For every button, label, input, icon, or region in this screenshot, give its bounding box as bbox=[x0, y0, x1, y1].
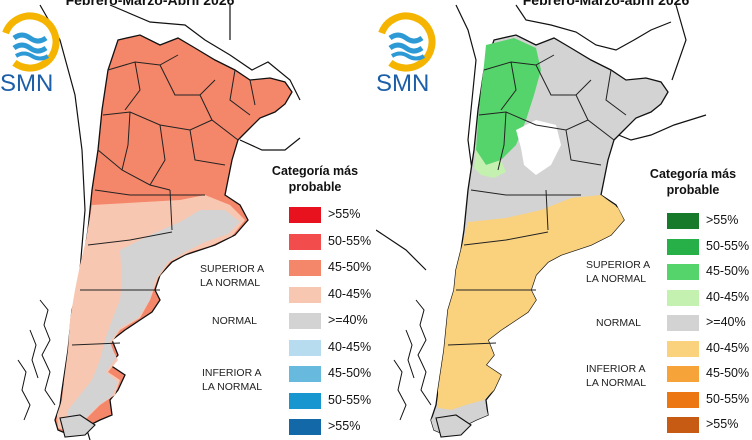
legend-label: 40-45% bbox=[328, 339, 372, 354]
legend-swatch bbox=[288, 391, 322, 410]
argentina-forecast-map bbox=[17, 4, 301, 440]
legend-label: >55% bbox=[706, 417, 739, 431]
chile-coast bbox=[17, 299, 56, 421]
region-40-45-superior bbox=[474, 150, 506, 178]
region-normal bbox=[65, 210, 240, 430]
legend-label: >55% bbox=[706, 213, 739, 227]
legend-swatch bbox=[288, 232, 322, 251]
legend-label: 50-55% bbox=[706, 391, 750, 406]
inferior-category-label: INFERIOR A LA NORMAL bbox=[202, 367, 263, 393]
tierra-del-fuego bbox=[59, 414, 96, 438]
legend-label: 45-50% bbox=[706, 366, 750, 380]
legend-swatch bbox=[666, 237, 700, 256]
legend-swatch bbox=[666, 390, 700, 409]
legend-label: 45-50% bbox=[328, 366, 372, 380]
legend-label: 40-45% bbox=[706, 289, 750, 304]
legend-label: 50-55% bbox=[328, 233, 372, 248]
legend-label: 50-55% bbox=[328, 392, 372, 407]
legend-label: >=40% bbox=[328, 313, 368, 327]
superior-category-label: SUPERIOR A LA NORMAL bbox=[586, 259, 651, 285]
region-45-50-superior bbox=[476, 38, 541, 165]
chile-coast bbox=[393, 299, 432, 421]
legend-swatch bbox=[288, 418, 322, 436]
legend-swatch bbox=[666, 365, 700, 383]
legend-label: 40-45% bbox=[328, 286, 372, 301]
smn-logo-text: SMN bbox=[376, 70, 430, 97]
legend-swatch bbox=[288, 312, 322, 330]
neighbor-borders bbox=[376, 4, 707, 271]
legend-swatch bbox=[666, 339, 700, 358]
legend-swatch bbox=[288, 365, 322, 383]
legend-label: >=40% bbox=[706, 315, 746, 329]
province-borders bbox=[71, 54, 256, 346]
normal-category-label: NORMAL bbox=[596, 317, 641, 329]
no-data-area bbox=[516, 120, 561, 175]
legend-swatch bbox=[666, 263, 700, 281]
forecast-panel-precipitation: Febrero-Marzo-Abril 2026 bbox=[0, 0, 372, 440]
period-title: Febrero-Marzo-abril 2026 bbox=[522, 0, 690, 8]
legend-label: 45-50% bbox=[706, 264, 750, 278]
inferior-category-label: INFERIOR A LA NORMAL bbox=[586, 363, 647, 389]
region-40-45-inferior bbox=[438, 195, 624, 410]
legend-swatch bbox=[666, 416, 700, 434]
legend-swatch bbox=[288, 338, 322, 357]
tierra-del-fuego bbox=[435, 414, 472, 438]
legend-swatch bbox=[666, 212, 700, 230]
legend-label: 40-45% bbox=[706, 340, 750, 355]
legend-swatch bbox=[288, 206, 322, 224]
legend-swatch bbox=[666, 314, 700, 332]
legend-swatch bbox=[288, 259, 322, 277]
legend-swatch bbox=[666, 288, 700, 307]
province-borders bbox=[447, 54, 627, 346]
argentina-forecast-map bbox=[376, 4, 707, 438]
normal-category-label: NORMAL bbox=[212, 315, 257, 327]
smn-logo bbox=[376, 12, 436, 72]
legend-swatch bbox=[288, 285, 322, 304]
legend-title: Categoría más probable bbox=[271, 164, 359, 194]
forecast-panel-temperature: Febrero-Marzo-abril 2026 bbox=[376, 0, 752, 440]
legend-label: 50-55% bbox=[706, 238, 750, 253]
period-title: Febrero-Marzo-Abril 2026 bbox=[65, 0, 235, 8]
superior-category-label: SUPERIOR A LA NORMAL bbox=[200, 263, 265, 289]
legend-label: 45-50% bbox=[328, 260, 372, 274]
smn-logo-text: SMN bbox=[0, 70, 54, 97]
legend-label: >55% bbox=[328, 207, 361, 221]
smn-logo bbox=[0, 12, 60, 72]
legend-title: Categoría más probable bbox=[649, 167, 737, 197]
legend-label: >55% bbox=[328, 419, 361, 433]
